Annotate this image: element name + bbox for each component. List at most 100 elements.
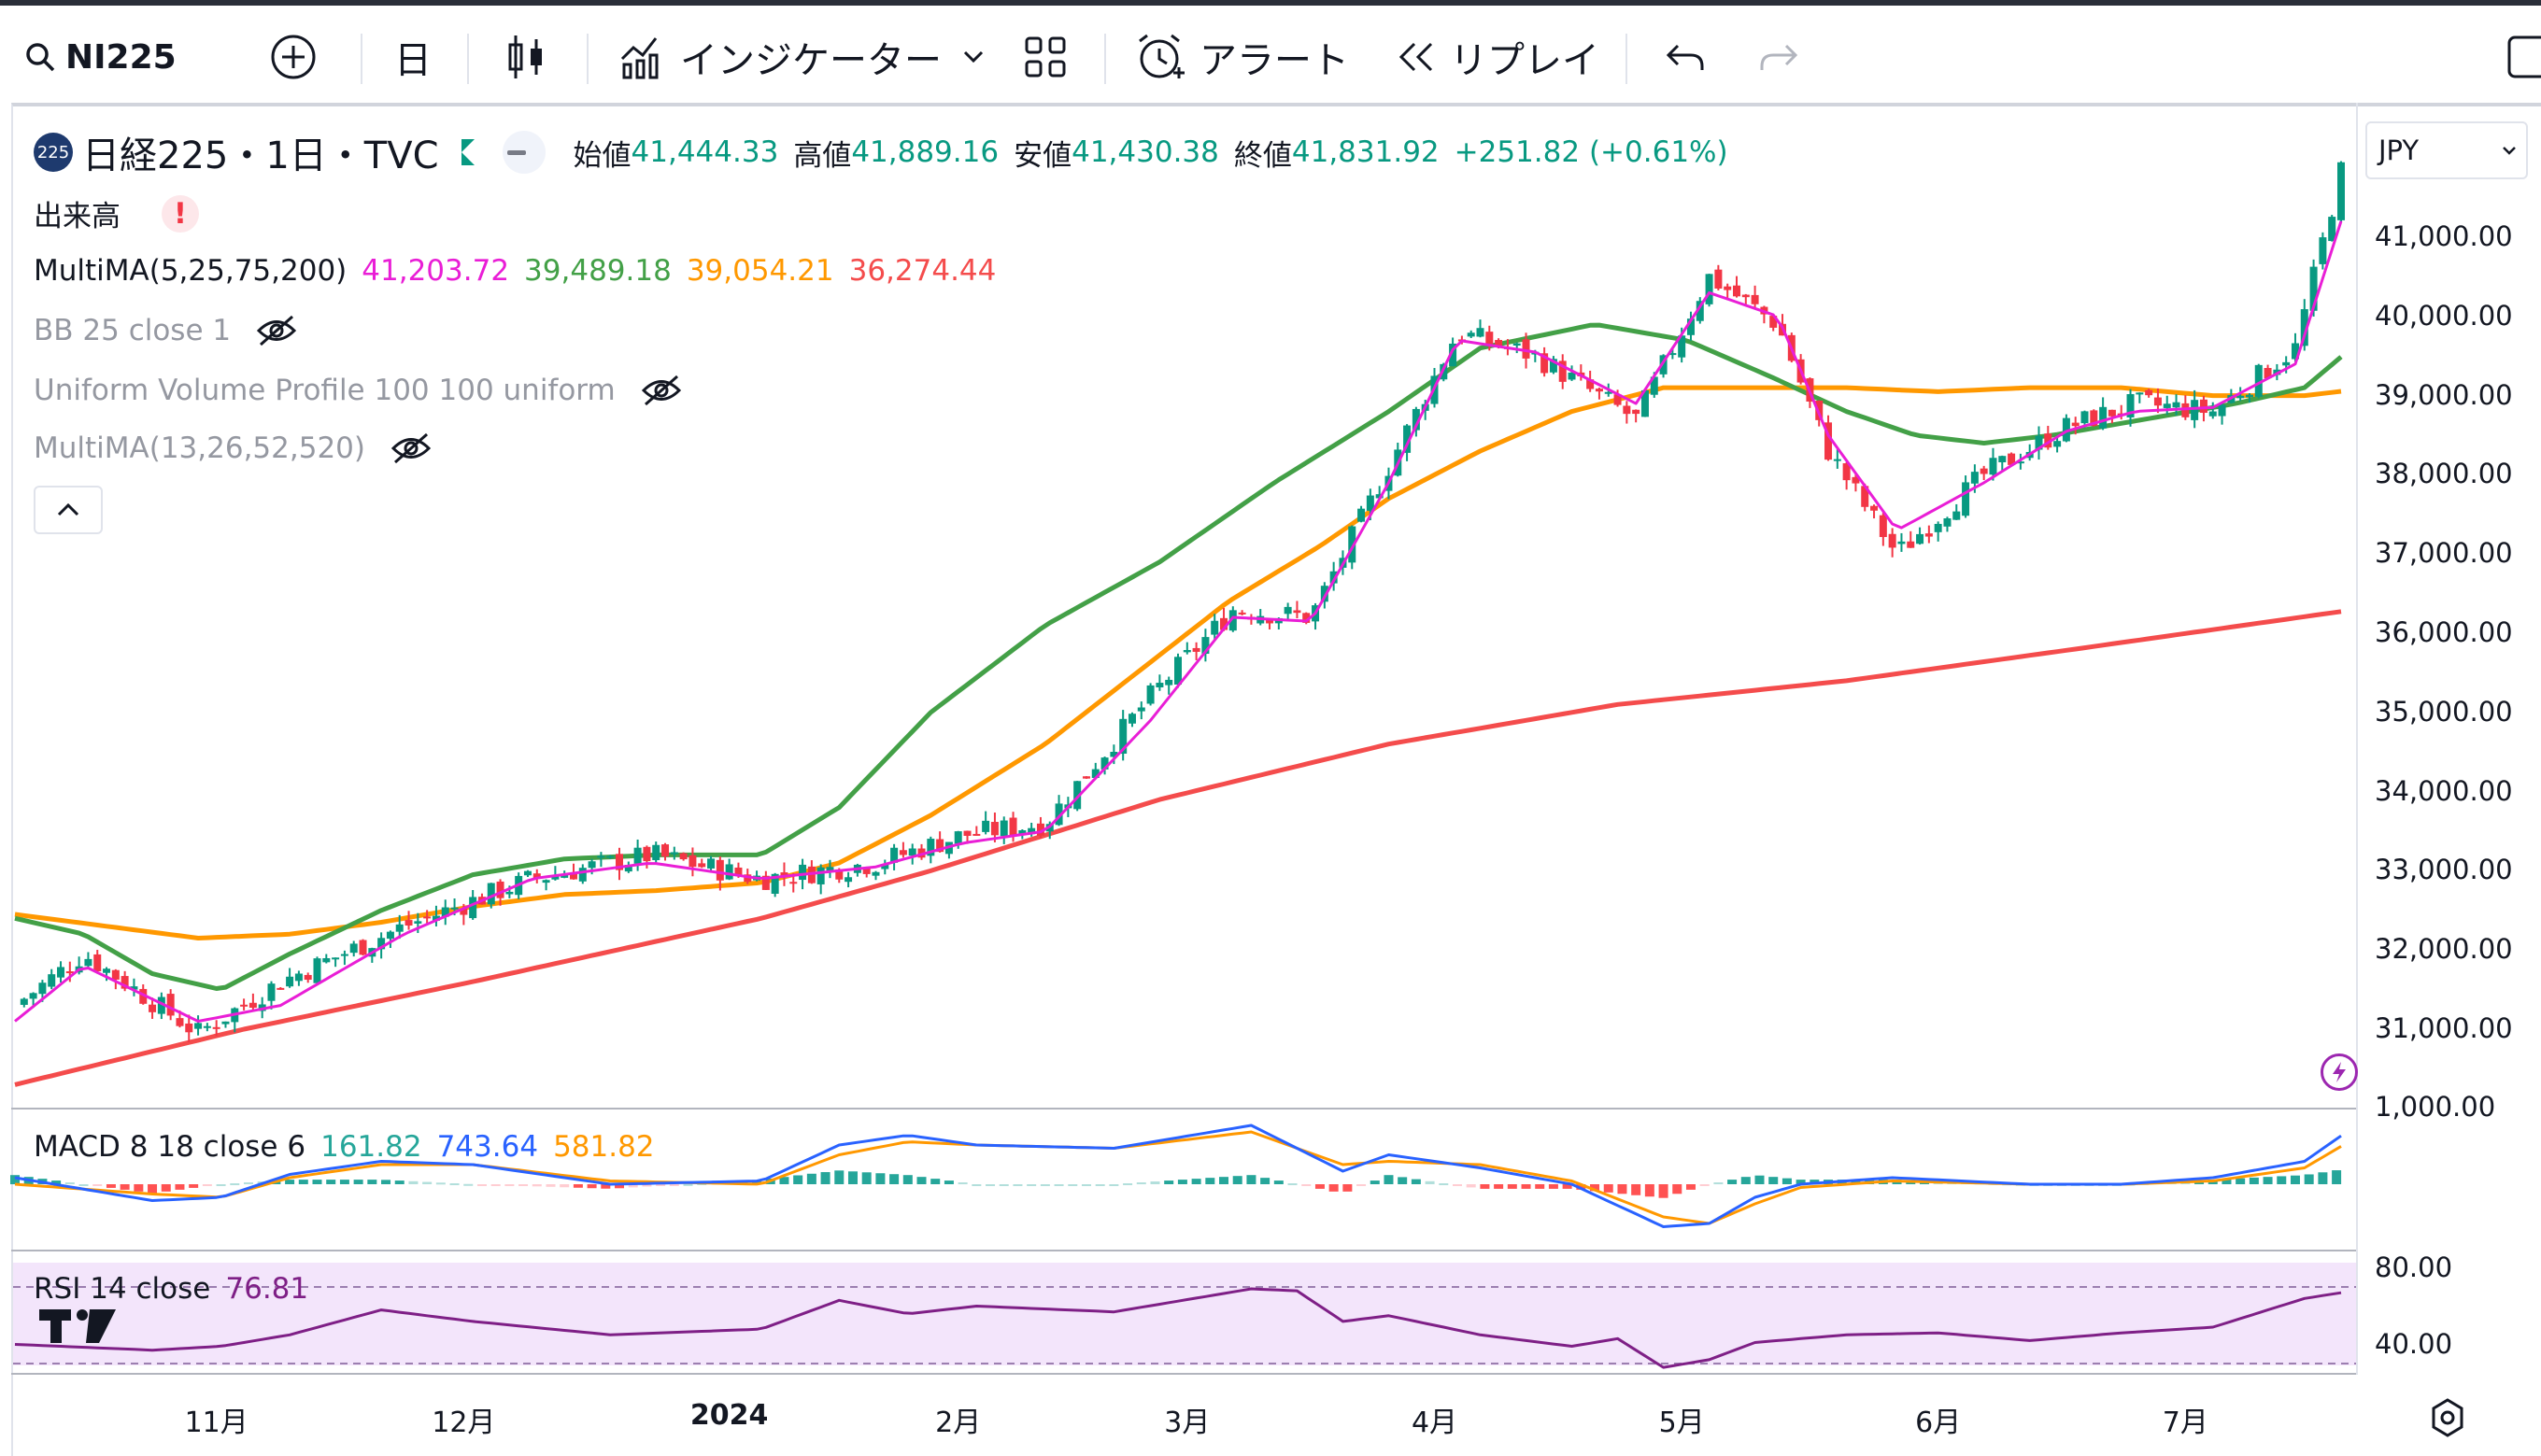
candle-body (716, 859, 724, 881)
candle-body (2090, 410, 2098, 427)
indicators-button[interactable]: インジケーター (618, 11, 942, 103)
candle-body (1724, 286, 1732, 290)
macd-histogram-bar (779, 1177, 789, 1184)
ma75-line (14, 385, 2342, 940)
settings-button[interactable] (2427, 1397, 2468, 1438)
candle-body (990, 822, 999, 836)
macd-histogram-bar (1754, 1175, 1765, 1184)
rsi-value: 76.81 (225, 1272, 309, 1306)
candle-body (2136, 392, 2144, 395)
candle-body (734, 867, 743, 875)
candle-body (1192, 647, 1200, 652)
candle-body (277, 987, 285, 990)
interval-button[interactable]: 日 (394, 11, 432, 103)
macd-histogram-bar (793, 1175, 803, 1184)
tradingview-logo[interactable] (35, 1302, 120, 1347)
candle-body (38, 982, 47, 995)
macd-label[interactable]: MACD 8 18 close 6 (34, 1130, 306, 1164)
candle-body (496, 881, 504, 898)
collapse-legend-button[interactable] (34, 486, 103, 534)
price-axis-label: 38,000.00 (2375, 458, 2513, 490)
multima-label[interactable]: MultiMA(5,25,75,200) (34, 254, 348, 288)
time-axis-border (11, 1373, 2356, 1375)
redo-button[interactable] (1758, 11, 1799, 103)
indicators-dropdown-button[interactable] (962, 11, 985, 103)
macd-histogram-bar (1603, 1184, 1613, 1193)
candle-body (789, 882, 798, 884)
candle-body (2328, 217, 2336, 242)
indicators-icon (620, 37, 659, 79)
candle-body (1696, 301, 1704, 321)
volume-label[interactable]: 出来高 (34, 200, 121, 233)
macd-histogram-bar (1782, 1178, 1792, 1184)
rsi-label[interactable]: RSI 14 close (34, 1272, 211, 1306)
symbol-search-button[interactable]: NI225 (24, 11, 177, 103)
candle-body (1668, 353, 1677, 356)
candlestick-series (20, 161, 2345, 1042)
candle-body (1449, 343, 1457, 367)
rewind-icon (1398, 42, 1433, 72)
alert-label: アラート (1200, 39, 1349, 82)
macd-histogram-bar (92, 1184, 103, 1186)
open-value: 41,444.33 (631, 135, 779, 169)
candle-body (2236, 395, 2245, 399)
symbol-title[interactable]: 日経225・1日・TVC (82, 134, 439, 177)
candle-body (1870, 505, 1879, 511)
macd-histogram-bar (930, 1179, 941, 1184)
pane-separator[interactable] (11, 1108, 2356, 1110)
pane-separator[interactable] (11, 1250, 2356, 1251)
alert-button[interactable]: アラート (1136, 11, 1349, 103)
ma5-line (14, 220, 2343, 1023)
candle-body (954, 831, 962, 844)
ma25-path (14, 322, 2343, 991)
macd-path (14, 1124, 2342, 1228)
macd-histogram-bar (916, 1177, 927, 1184)
candle-body (1741, 294, 1750, 298)
chart-type-button[interactable] (504, 11, 547, 103)
open-label: 始値 (573, 138, 632, 173)
macd-histogram-bar (189, 1184, 199, 1188)
bb-label[interactable]: BB 25 close 1 (34, 314, 232, 347)
candle-body (1924, 533, 1933, 537)
candle-body (1146, 685, 1155, 704)
undo-button[interactable] (1665, 11, 1706, 103)
eye-hidden-icon[interactable] (390, 432, 433, 464)
price-axis-label: 32,000.00 (2375, 933, 2513, 966)
candle-body (65, 971, 74, 974)
indicators-label: インジケーター (680, 39, 942, 82)
candle-body (1320, 586, 1328, 602)
candle-body (1293, 610, 1301, 614)
macd-histogram-bar (1644, 1184, 1654, 1197)
currency-select[interactable]: JPY (2365, 121, 2528, 179)
eye-hidden-icon[interactable] (255, 315, 298, 346)
close-label: 終値 (1233, 138, 1292, 173)
chart-container[interactable] (11, 103, 2541, 1456)
macd-histogram-bar (532, 1184, 542, 1187)
eye-hidden-icon[interactable] (640, 375, 683, 406)
time-axis-label: 2月 (935, 1407, 982, 1439)
macd-histogram-bar (230, 1183, 240, 1186)
legend-toggle-button[interactable] (502, 131, 546, 174)
candle-body (670, 852, 678, 855)
vp-label[interactable]: Uniform Volume Profile 100 100 uniform (34, 374, 616, 407)
fullscreen-button[interactable] (2506, 11, 2541, 103)
candle-body (1952, 511, 1961, 520)
macd-histogram-bar (1425, 1180, 1435, 1184)
macd-histogram-bar (1232, 1176, 1242, 1184)
candle-body (1100, 757, 1109, 770)
rsi-axis-label-40: 40.00 (2375, 1328, 2453, 1360)
warning-icon[interactable]: ! (162, 194, 199, 233)
candle-body (1861, 486, 1869, 507)
replay-button[interactable]: リプレイ (1396, 11, 1599, 103)
candle-body (1714, 269, 1723, 289)
lightning-icon[interactable] (2321, 1053, 2358, 1091)
layouts-button[interactable] (1024, 11, 1067, 103)
multima2-label[interactable]: MultiMA(13,26,52,520) (34, 431, 365, 465)
candle-body (1211, 620, 1219, 635)
macd-histogram-bar (518, 1184, 529, 1186)
macd-histogram-bar (1507, 1184, 1517, 1189)
compare-add-button[interactable] (269, 11, 318, 103)
candle-body (395, 924, 404, 932)
candle-body (624, 865, 632, 872)
